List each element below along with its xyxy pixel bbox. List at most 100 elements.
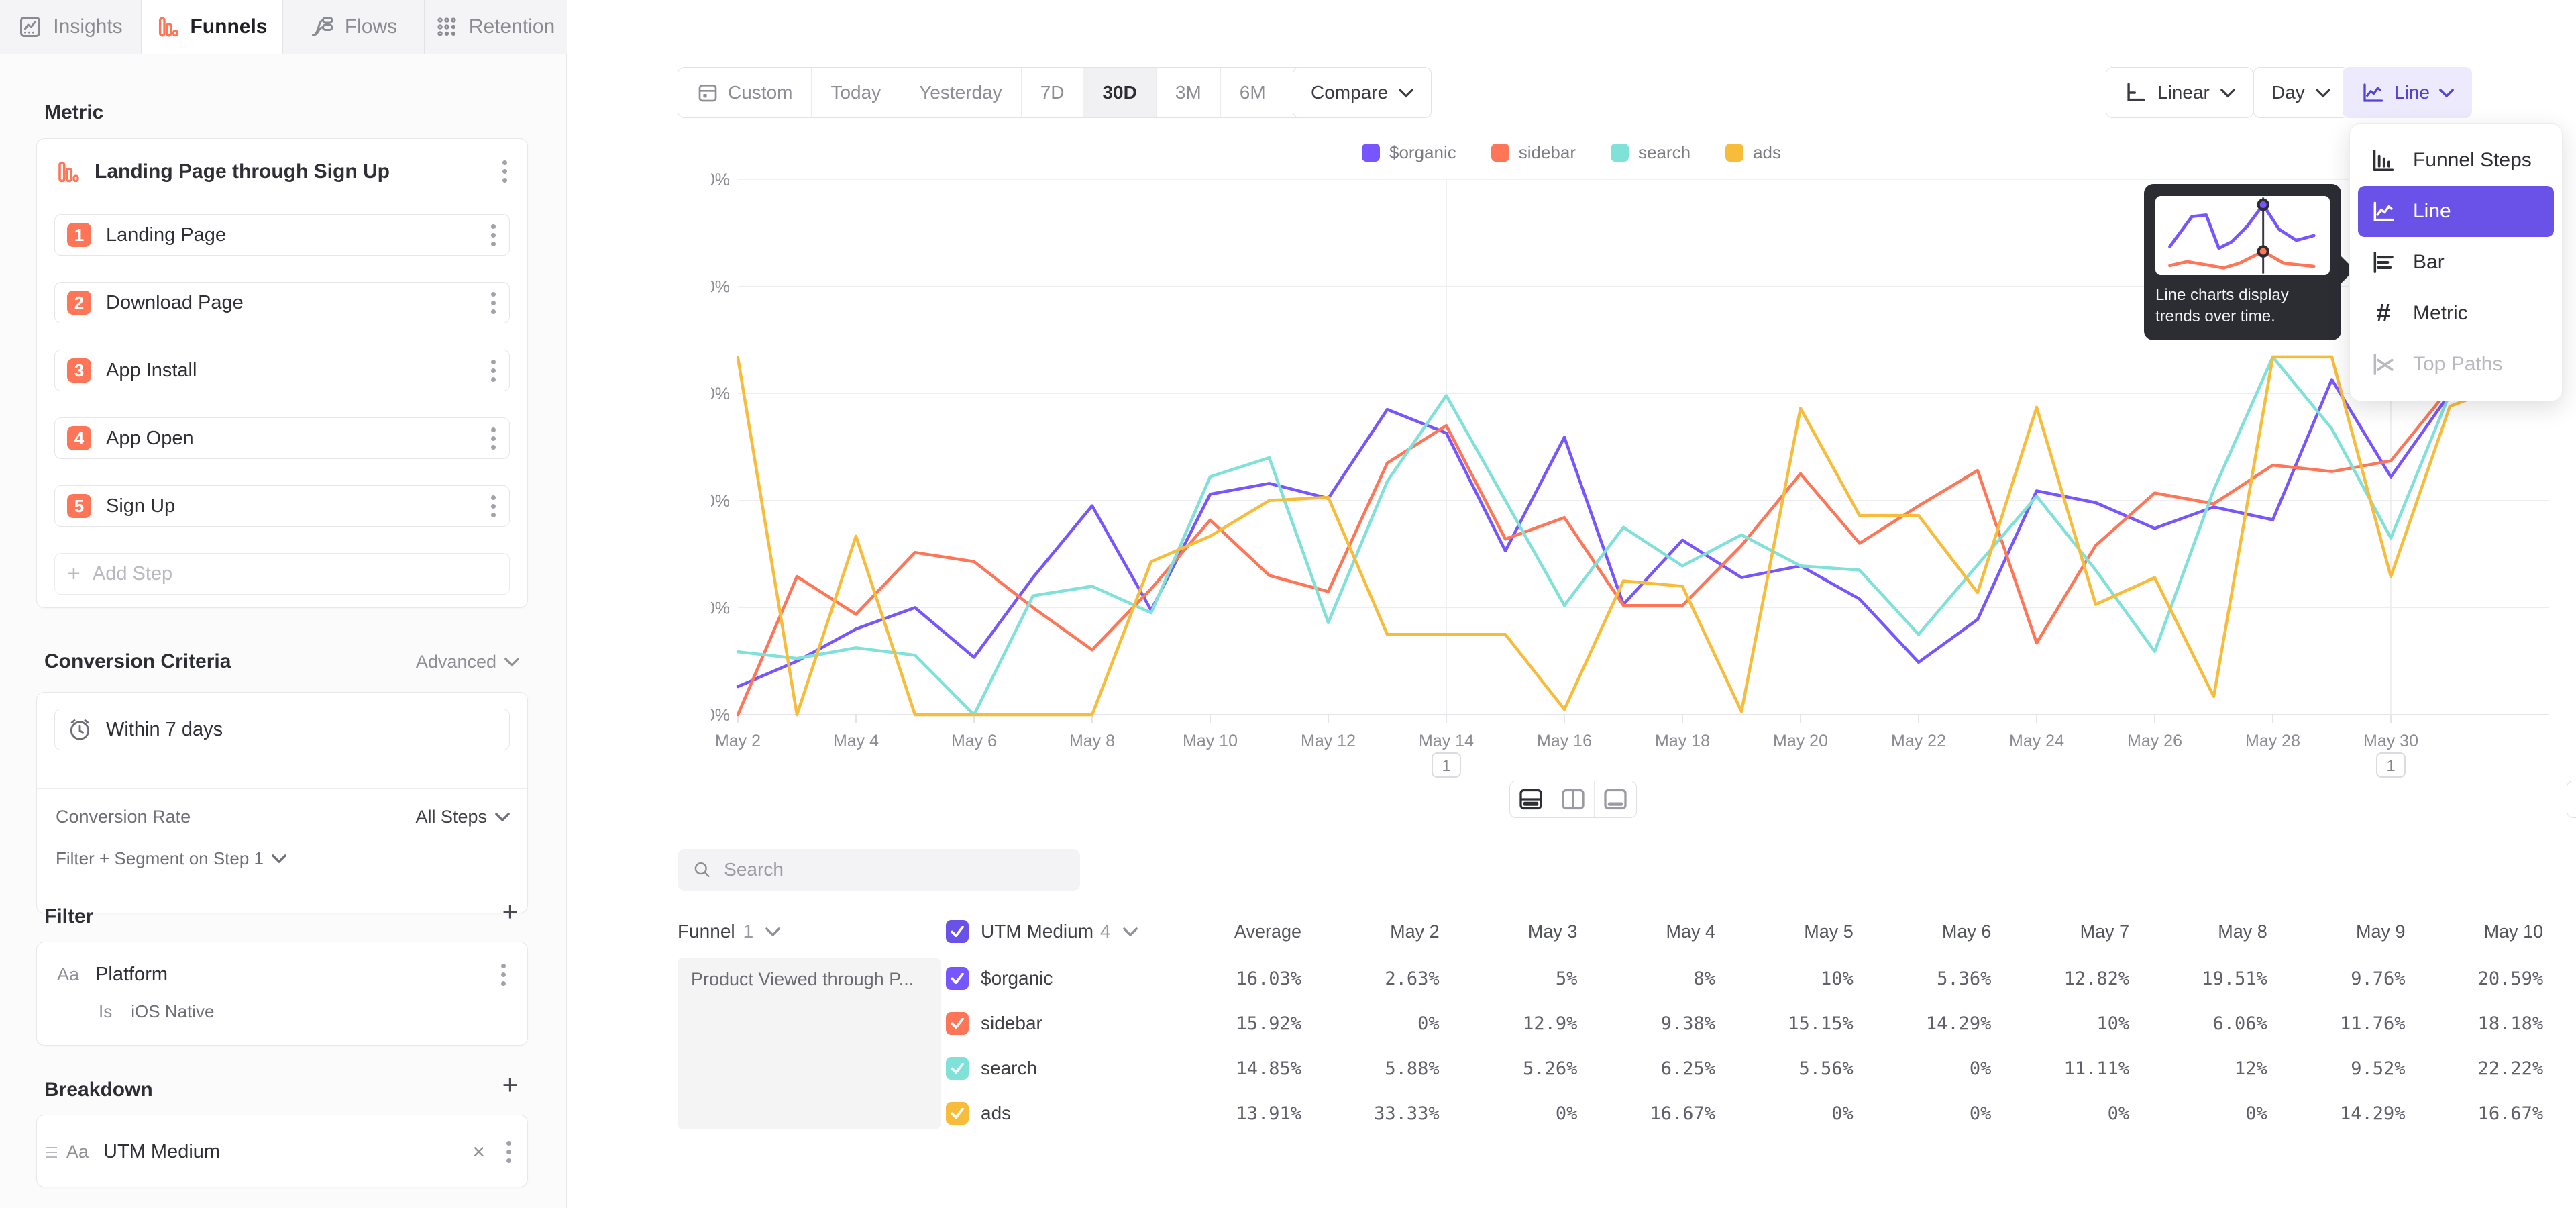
drag-handle-icon[interactable] <box>46 1146 57 1158</box>
metric-value-cell: 12.82% <box>2063 968 2130 989</box>
metric-value-cell: 6.06% <box>2212 1013 2267 1034</box>
text-type-icon: Aa <box>57 964 80 985</box>
filter-kebab-icon[interactable] <box>497 960 510 990</box>
breakdown-property-row[interactable]: Aa UTM Medium × <box>46 1137 515 1167</box>
interval-label: Day <box>2271 82 2305 103</box>
svg-text:May 14: May 14 <box>1419 732 1474 750</box>
metric-value-cell: 19.51% <box>2202 968 2267 989</box>
funnel-step-5[interactable]: 5 Sign Up <box>54 485 510 527</box>
metric-value-cell: 0% <box>1831 1103 1854 1124</box>
series-checkbox[interactable] <box>946 1102 969 1125</box>
interval-dropdown[interactable]: Day <box>2253 67 2349 118</box>
funnel-step-2[interactable]: 2 Download Page <box>54 282 510 323</box>
legend-item[interactable]: $organic <box>1362 142 1456 163</box>
funnel-column-header[interactable]: Funnel 1 <box>678 921 946 942</box>
series-cell: search <box>946 1057 1147 1080</box>
layout-table-bottom-button[interactable] <box>1595 781 1636 817</box>
menu-item-bar[interactable]: Bar <box>2358 237 2554 288</box>
legend-swatch <box>1362 144 1380 162</box>
date-range-label: Today <box>830 82 881 103</box>
remove-breakdown-icon[interactable]: × <box>472 1140 485 1164</box>
series-checkbox[interactable] <box>946 967 969 990</box>
clipped-edge-button[interactable] <box>2567 781 2576 818</box>
date-range-label: 3M <box>1175 82 1201 103</box>
select-all-checkbox[interactable] <box>946 920 969 943</box>
add-breakdown-button[interactable]: + <box>502 1070 518 1100</box>
svg-text:May 24: May 24 <box>2009 732 2064 750</box>
date-range-6m[interactable]: 6M <box>1221 68 1285 117</box>
top-paths-icon <box>2370 351 2397 378</box>
filter-property-row[interactable]: Aa Platform <box>57 960 510 990</box>
report-tab-bar: Insights Funnels Flows Retention <box>0 0 567 54</box>
average-value-cell: 13.91% <box>1236 1103 1301 1124</box>
conversion-criteria-card: Within 7 days Conversion Rate All Steps … <box>36 692 528 913</box>
funnel-step-3[interactable]: 3 App Install <box>54 350 510 391</box>
query-builder-sidebar: Metric Landing Page through Sign Up 1 La… <box>0 54 567 1208</box>
menu-item-metric[interactable]: # Metric <box>2358 288 2554 339</box>
chevron-down-icon <box>765 927 781 936</box>
date-range-label: 6M <box>1239 82 1266 103</box>
breakdown-property-label: UTM Medium <box>103 1141 221 1162</box>
date-range-today[interactable]: Today <box>812 68 901 117</box>
scale-dropdown[interactable]: Linear <box>2106 67 2253 118</box>
all-steps-dropdown[interactable]: All Steps <box>415 807 510 827</box>
step-kebab-icon[interactable] <box>487 423 500 454</box>
legend-item[interactable]: ads <box>1725 142 1781 163</box>
menu-item-line[interactable]: Line <box>2358 186 2554 237</box>
filter-condition-row[interactable]: Is iOS Native <box>99 1001 215 1022</box>
series-checkbox[interactable] <box>946 1057 969 1080</box>
breakdown-kebab-icon[interactable] <box>502 1137 515 1167</box>
filter-segment-dropdown[interactable]: Filter + Segment on Step 1 <box>56 848 286 869</box>
step-kebab-icon[interactable] <box>487 220 500 250</box>
series-checkbox[interactable] <box>946 1012 969 1035</box>
metric-value-cell: 12% <box>2235 1058 2267 1079</box>
step-kebab-icon[interactable] <box>487 491 500 521</box>
menu-item-label: Line <box>2413 200 2451 222</box>
compare-button[interactable]: Compare <box>1293 67 1432 118</box>
funnel-step-1[interactable]: 1 Landing Page <box>54 214 510 256</box>
filter-property-label: Platform <box>95 964 168 985</box>
metric-value-cell: 2.63% <box>1385 968 1440 989</box>
legend-swatch <box>1491 144 1509 162</box>
date-range-yesterday[interactable]: Yesterday <box>900 68 1022 117</box>
funnel-steps-icon <box>2370 147 2397 174</box>
funnel-step-4[interactable]: 4 App Open <box>54 417 510 459</box>
legend-item[interactable]: sidebar <box>1491 142 1576 163</box>
step-kebab-icon[interactable] <box>487 356 500 386</box>
date-column-header: May 3 <box>1527 921 1578 942</box>
svg-text:50%: 50% <box>711 170 730 189</box>
series-name: sidebar <box>981 1013 1042 1034</box>
breakdown-column-header[interactable]: UTM Medium 4 <box>946 920 1147 943</box>
legend-label: search <box>1638 142 1691 162</box>
tab-insights[interactable]: Insights <box>0 0 142 54</box>
advanced-dropdown[interactable]: Advanced <box>416 652 519 672</box>
tab-funnels[interactable]: Funnels <box>142 0 283 54</box>
search-input[interactable] <box>722 858 1065 881</box>
average-value-cell: 15.92% <box>1236 1013 1301 1034</box>
conversion-rate-row: Conversion Rate All Steps <box>56 807 510 827</box>
tab-retention[interactable]: Retention <box>425 0 566 54</box>
date-range-7d[interactable]: 7D <box>1022 68 1084 117</box>
layout-split-horizontal-button[interactable] <box>1510 781 1552 817</box>
menu-item-funnel-steps[interactable]: Funnel Steps <box>2358 135 2554 186</box>
layout-split-vertical-button[interactable] <box>1552 781 1595 817</box>
date-range-30d[interactable]: 30D <box>1083 68 1157 117</box>
funnel-name-cell[interactable]: Product Viewed through P... <box>678 958 941 1129</box>
metric-value-cell: 22.22% <box>2477 1058 2544 1079</box>
add-step-label: Add Step <box>92 562 173 585</box>
conversion-window-label: Within 7 days <box>106 718 223 740</box>
add-step-button[interactable]: + Add Step <box>54 553 510 595</box>
add-filter-button[interactable]: + <box>502 897 518 927</box>
chart-type-dropdown[interactable]: Line <box>2343 67 2472 118</box>
legend-item[interactable]: search <box>1611 142 1690 163</box>
step-kebab-icon[interactable] <box>487 288 500 318</box>
metric-value-cell: 14.29% <box>1925 1013 1992 1034</box>
menu-item-top-paths[interactable]: Top Paths <box>2358 339 2554 390</box>
funnel-menu-kebab-icon[interactable] <box>498 156 511 187</box>
date-range-custom[interactable]: Custom <box>678 68 812 117</box>
date-range-3m[interactable]: 3M <box>1157 68 1221 117</box>
tab-flows[interactable]: Flows <box>283 0 425 54</box>
date-column-header: May 5 <box>1804 921 1854 942</box>
conversion-window-button[interactable]: Within 7 days <box>54 709 510 750</box>
